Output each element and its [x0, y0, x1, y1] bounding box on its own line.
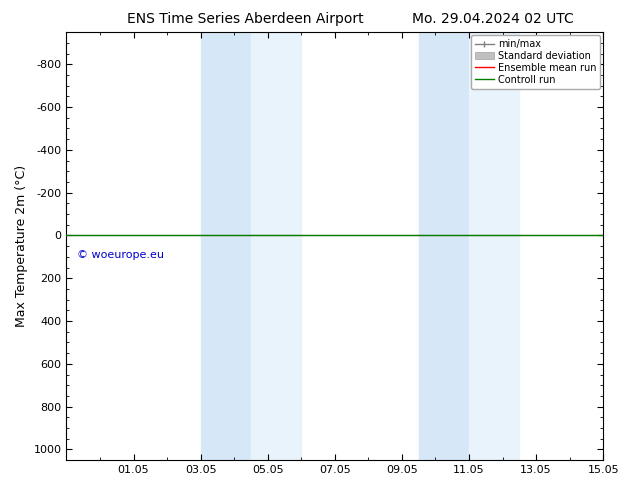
Bar: [418, 32, 469, 460]
Bar: [200, 32, 251, 460]
Text: © woeurope.eu: © woeurope.eu: [77, 250, 164, 260]
Text: Mo. 29.04.2024 02 UTC: Mo. 29.04.2024 02 UTC: [412, 12, 574, 26]
Text: ENS Time Series Aberdeen Airport: ENS Time Series Aberdeen Airport: [127, 12, 363, 26]
Y-axis label: Max Temperature 2m (°C): Max Temperature 2m (°C): [15, 165, 28, 327]
Legend: min/max, Standard deviation, Ensemble mean run, Controll run: min/max, Standard deviation, Ensemble me…: [470, 35, 600, 89]
Bar: [251, 32, 301, 460]
Bar: [469, 32, 519, 460]
